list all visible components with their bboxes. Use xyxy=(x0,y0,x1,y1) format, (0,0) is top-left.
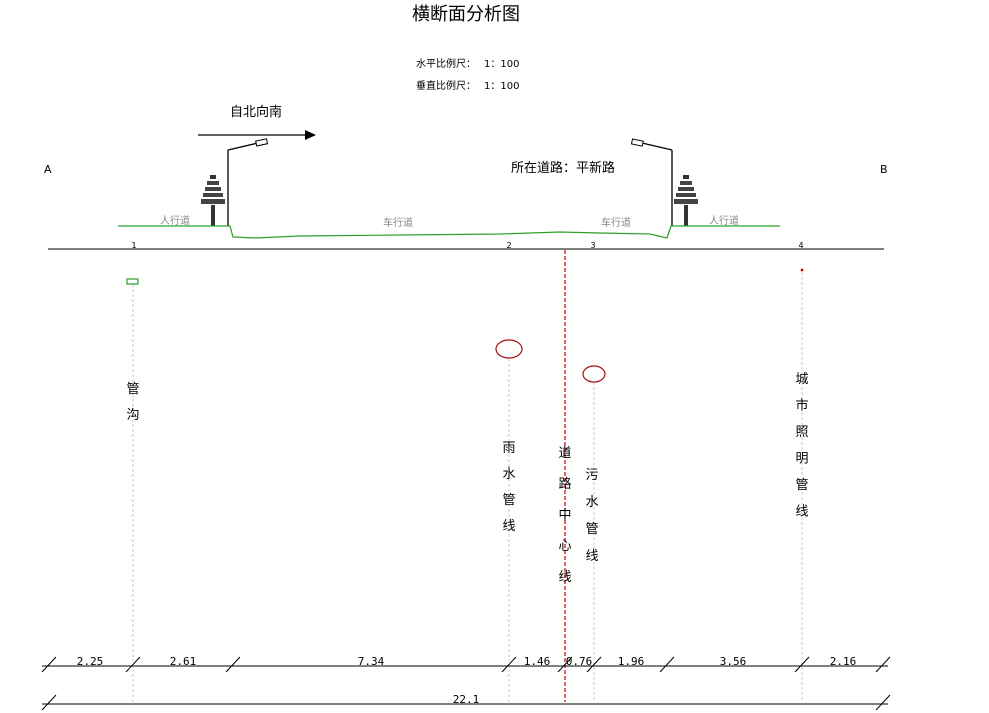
endpoint-b: B xyxy=(880,163,888,176)
horizontal-scale-value: 1：100 xyxy=(484,59,519,70)
street-lamp-left-icon xyxy=(227,138,269,226)
pipeline-label-trench: 管沟 xyxy=(126,382,139,423)
dimension-8: 2.16 xyxy=(830,655,857,668)
pipeline-label-lighting-pipe-text: 城市照明管线 xyxy=(795,372,808,520)
total-tick-right xyxy=(875,694,891,711)
road-name-label: 所在道路：平新路 xyxy=(511,160,615,176)
section-roadway-right: 车行道 xyxy=(601,216,631,229)
pipeline-label-center-line-text: 道路中心线 xyxy=(558,446,571,585)
section-roadway-left: 车行道 xyxy=(383,216,413,229)
tree-left-icon xyxy=(201,175,225,226)
trench-symbol-icon xyxy=(126,278,139,285)
section-sidewalk-left: 人行道 xyxy=(160,214,190,227)
total-tick-left xyxy=(41,694,57,711)
direction-arrow-icon xyxy=(305,130,316,140)
marker-2: 2 xyxy=(506,241,511,250)
dimension-7: 3.56 xyxy=(720,655,747,668)
dimension-ticks xyxy=(41,656,891,673)
marker-3: 3 xyxy=(590,241,595,250)
dimension-4: 1.46 xyxy=(524,655,551,668)
dimension-3: 7.34 xyxy=(358,655,385,668)
tree-right-icon xyxy=(674,175,698,226)
street-lamp-right-icon xyxy=(630,138,673,226)
pipeline-label-center-line: 道路中心线 xyxy=(558,446,571,585)
direction-label: 自北向南 xyxy=(230,104,282,120)
dimension-1: 2.25 xyxy=(77,655,104,668)
drawing-title: 横断面分析图 xyxy=(412,4,520,25)
pipeline-label-sewage-pipe: 污水管线 xyxy=(585,468,598,564)
pipeline-label-lighting-pipe: 城市照明管线 xyxy=(795,372,808,520)
dimension-2: 2.61 xyxy=(170,655,197,668)
horizontal-scale-label: 水平比例尺： xyxy=(416,57,476,70)
total-width: 22.1 xyxy=(453,693,480,706)
vertical-scale-value: 1：100 xyxy=(484,81,519,92)
marker-1: 1 xyxy=(131,241,136,250)
dimension-6: 1.96 xyxy=(618,655,645,668)
vertical-scale-label: 垂直比例尺： xyxy=(416,79,476,92)
endpoint-a: A xyxy=(44,163,52,176)
lighting-pipe-symbol-icon xyxy=(800,268,804,272)
pipeline-label-sewage-pipe-text: 污水管线 xyxy=(585,468,598,564)
pipeline-label-rain-pipe-text: 雨水管线 xyxy=(502,441,515,534)
section-sidewalk-right: 人行道 xyxy=(709,214,739,227)
road-surface-profile xyxy=(118,225,780,239)
sewage-pipe-symbol-icon xyxy=(582,365,606,383)
pipeline-label-rain-pipe: 雨水管线 xyxy=(502,441,515,534)
dimension-5: 0.76 xyxy=(566,655,593,668)
rain-pipe-symbol-icon xyxy=(495,339,523,359)
marker-4: 4 xyxy=(798,241,803,250)
pipeline-label-trench-text: 管沟 xyxy=(126,382,139,423)
